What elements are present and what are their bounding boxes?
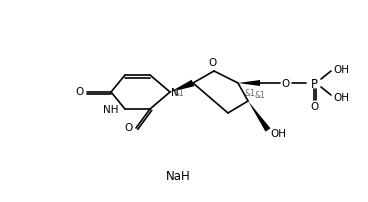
Text: NH: NH bbox=[103, 104, 119, 115]
Polygon shape bbox=[170, 80, 194, 93]
Text: NaH: NaH bbox=[166, 170, 190, 183]
Text: O: O bbox=[125, 122, 133, 132]
Text: &1: &1 bbox=[245, 89, 255, 98]
Text: OH: OH bbox=[333, 65, 349, 75]
Text: OH: OH bbox=[270, 128, 286, 138]
Text: OH: OH bbox=[333, 93, 349, 102]
Text: N: N bbox=[171, 87, 179, 98]
Polygon shape bbox=[238, 81, 260, 87]
Text: P: P bbox=[311, 77, 318, 90]
Text: O: O bbox=[311, 101, 319, 112]
Text: &1: &1 bbox=[255, 91, 265, 100]
Text: O: O bbox=[209, 58, 217, 68]
Text: &1: &1 bbox=[174, 89, 184, 98]
Polygon shape bbox=[248, 101, 270, 132]
Text: O: O bbox=[282, 79, 290, 88]
Text: O: O bbox=[75, 87, 83, 97]
